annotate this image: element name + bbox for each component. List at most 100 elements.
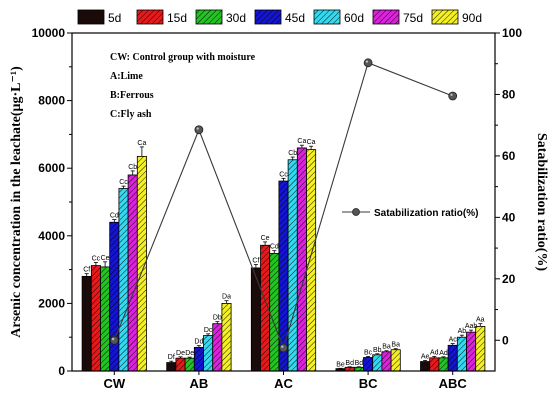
y2-tick-label: 0 (502, 333, 509, 347)
bar-abc-15d (429, 357, 440, 372)
ratio-point-ab (194, 125, 204, 135)
bar-ac-90d (306, 149, 317, 372)
bar-label: Bd (345, 360, 354, 367)
legend-label-60d: 60d (344, 11, 364, 25)
bar-label: Aab (465, 323, 478, 330)
bar-label: Ca (297, 138, 306, 145)
bar-label: Dd (194, 339, 203, 346)
legend-label-5d: 5d (108, 11, 121, 25)
x-tick-label: AC (274, 376, 293, 391)
bar-label: Cf (252, 258, 259, 265)
bar-ab-30d (184, 357, 195, 372)
bar-label: Bc (364, 349, 373, 356)
bar-bc-90d (390, 349, 401, 372)
bar-ac-75d (296, 147, 307, 372)
bar-label: Aa (476, 317, 485, 324)
bar-label: Bd (355, 360, 364, 367)
legend-label-90d: 90d (462, 11, 482, 25)
bar-label: Ca (137, 140, 146, 147)
legend-label-30d: 30d (226, 11, 246, 25)
bar-label: Db (213, 315, 222, 322)
bar-abc-75d (466, 331, 477, 372)
bars (81, 144, 486, 372)
bar-label: Bb (373, 347, 382, 354)
bar-cw-5d (81, 275, 92, 372)
ratio-point-ac (279, 343, 288, 353)
bar-label: Ce (101, 255, 110, 262)
y-tick-label: 4000 (38, 229, 65, 243)
bar-label: Cc (92, 256, 101, 263)
bar-ac-30d (269, 252, 280, 372)
bar-label: Ca (307, 139, 316, 146)
bar-label: Cc (279, 171, 288, 178)
legend-swatch-90d (431, 9, 459, 25)
ratio-point-cw (109, 335, 119, 345)
legend-label-45d: 45d (285, 11, 305, 25)
annotation-3: C:Fly ash (110, 109, 152, 120)
bar-ac-45d (278, 180, 289, 372)
legend-label-75d: 75d (403, 11, 423, 25)
y-tick-label: 10000 (32, 26, 66, 40)
bar-label: Dc (204, 327, 213, 334)
bar-label: Ad (430, 349, 439, 356)
bar-abc-45d (447, 344, 458, 372)
bar-ab-90d (221, 302, 232, 372)
x-tick-label: AB (190, 376, 209, 391)
legend-swatch-15d (136, 9, 164, 25)
annotations: CW: Control group with moisture A:Lime B:F… (110, 52, 256, 120)
bar-ab-60d (203, 335, 214, 372)
bar-ab-15d (175, 357, 186, 372)
bar-label: De (185, 350, 194, 357)
bar-bc-45d (363, 357, 374, 372)
ratio-point-highlight (365, 60, 369, 63)
legend-swatch-30d (195, 9, 223, 25)
legend-line-label: Satabilization ratio(%) (374, 208, 478, 219)
bar-cw-45d (109, 221, 120, 372)
bar-ac-60d (287, 159, 298, 372)
bar-label: De (176, 350, 185, 357)
bar-label: Ad (439, 350, 448, 357)
bar-label: Df (168, 354, 175, 361)
y-tick-label: 2000 (38, 296, 65, 310)
ratio-point-highlight (196, 127, 199, 130)
y2-tick-label: 20 (502, 272, 516, 286)
bar-label: Cc (119, 179, 128, 186)
bar-abc-60d (456, 336, 467, 372)
bar-bc-75d (381, 351, 392, 372)
bar-cw-75d (127, 174, 138, 372)
ratio-point-highlight (111, 337, 115, 341)
bar-cw-60d (118, 188, 129, 372)
bar-ab-5d (166, 362, 177, 372)
legend-swatch-45d (254, 9, 282, 25)
axes: 0 2000 4000 6000 8000 10000 0 20 40 60 80 100 CW AB AC… (9, 26, 549, 391)
y2-tick-label: 40 (502, 210, 516, 224)
bar-abc-5d (420, 361, 431, 372)
y-axis-title: Arsenic concentration in the leachate(μg… (9, 66, 24, 338)
bar-ac-5d (250, 267, 261, 372)
y-tick-label: 8000 (38, 94, 65, 108)
ratio-line-series (109, 58, 458, 353)
bar-bc-60d (372, 354, 383, 372)
ratio-point-bc (363, 58, 373, 68)
bar-ab-45d (193, 346, 204, 372)
ratio-point-highlight (281, 345, 284, 348)
legend-swatch-5d (77, 9, 105, 25)
x-tick-label: CW (103, 376, 125, 391)
bar-label: Cd (270, 244, 279, 251)
bar-label: Ba (391, 342, 400, 349)
legend-swatch-60d (313, 9, 341, 25)
bar-label: Cb (288, 150, 297, 157)
x-tick-label: ABC (439, 376, 468, 391)
bar-label: Ae (421, 354, 430, 361)
bar-label: Ab (458, 328, 467, 335)
annotation-1: A:Lime (110, 71, 143, 82)
annotation-2: B:Ferrous (110, 90, 154, 101)
ratio-point-highlight (450, 93, 453, 96)
bar-label: Ba (382, 344, 391, 351)
y-tick-label: 6000 (38, 161, 65, 175)
bar-label: Ce (261, 235, 270, 242)
y2-tick-label: 100 (502, 26, 522, 40)
bar-label: Cd (110, 213, 119, 220)
bar-label: Be (336, 361, 345, 368)
